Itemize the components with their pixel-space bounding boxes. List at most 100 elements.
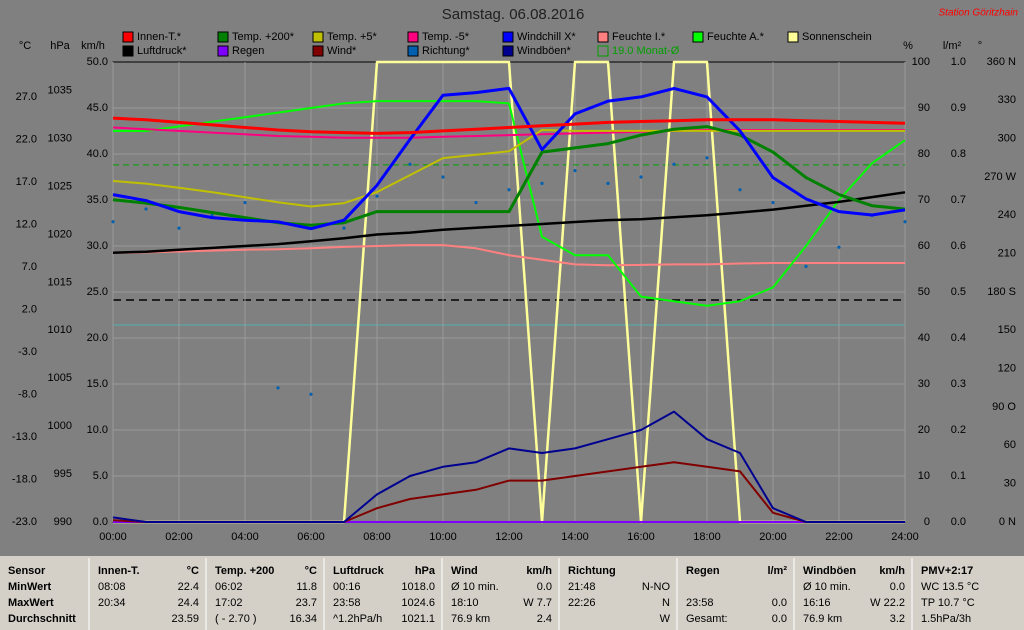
y-tick-label: 995 bbox=[54, 468, 72, 480]
legend-label: 19.0 Monat-Ø bbox=[612, 45, 680, 57]
table-header: Wind bbox=[451, 565, 478, 577]
x-tick-label: 16:00 bbox=[627, 531, 655, 543]
table-cell: Durchschnitt bbox=[8, 613, 76, 625]
y-tick-label: 0.6 bbox=[951, 240, 966, 252]
table-cell: Gesamt: bbox=[686, 613, 728, 625]
table-header: Innen-T. bbox=[98, 565, 140, 577]
series-line bbox=[112, 125, 906, 227]
table-header: Temp. +200 bbox=[215, 565, 274, 577]
data-point bbox=[540, 181, 544, 185]
legend-label: Temp. -5* bbox=[422, 31, 470, 43]
table-cell: 0.0 bbox=[772, 613, 787, 625]
x-tick-label: 08:00 bbox=[363, 531, 391, 543]
data-point bbox=[474, 200, 478, 205]
y-tick-label: 35.0 bbox=[87, 194, 108, 206]
y-tick-label: 10.0 bbox=[87, 424, 108, 436]
y-tick-label: 17.0 bbox=[16, 176, 37, 188]
y-tick-label: 50 bbox=[918, 286, 930, 298]
table-header: Windböen bbox=[803, 565, 856, 577]
y-tick-label: 1005 bbox=[48, 372, 72, 384]
y-tick-label: 60 bbox=[918, 240, 930, 252]
table-cell: 23:58 bbox=[686, 597, 714, 609]
y-tick-label: 40 bbox=[918, 332, 930, 344]
y-tick-label: 0.3 bbox=[951, 378, 966, 390]
table-cell: 22:26 bbox=[568, 597, 596, 609]
legend-swatch bbox=[502, 31, 514, 43]
y-tick-label: 270 W bbox=[984, 171, 1016, 183]
legend-swatch bbox=[692, 31, 704, 43]
table-cell: 76.9 km bbox=[451, 613, 490, 625]
table-cell: 1024.6 bbox=[401, 597, 435, 609]
data-point bbox=[177, 226, 181, 230]
table-cell: 00:16 bbox=[333, 581, 361, 593]
y-tick-label: 1025 bbox=[48, 180, 72, 192]
legend-swatch bbox=[217, 45, 229, 57]
y-tick-label: 10 bbox=[918, 470, 930, 482]
table-cell: 21:48 bbox=[568, 581, 596, 593]
legend-swatch bbox=[407, 45, 419, 57]
y-tick-label: 70 bbox=[918, 194, 930, 206]
table-header: hPa bbox=[415, 565, 436, 577]
table-cell: 0.0 bbox=[772, 597, 787, 609]
legend-swatch bbox=[122, 45, 134, 57]
y-tick-label: 0 N bbox=[999, 516, 1016, 528]
y-tick-label: 1000 bbox=[48, 420, 72, 432]
table-header: Richtung bbox=[568, 565, 616, 577]
y-tick-label: 45.0 bbox=[87, 102, 108, 114]
y-tick-label: 1030 bbox=[48, 133, 72, 145]
y-tick-label: 330 bbox=[998, 94, 1016, 106]
legend-label: Luftdruck* bbox=[137, 45, 187, 57]
y-tick-label: 20 bbox=[918, 424, 930, 436]
table-header: PMV+2:17 bbox=[921, 565, 973, 577]
table-cell: W 22.2 bbox=[870, 597, 905, 609]
data-point bbox=[804, 264, 808, 269]
table-cell: 08:08 bbox=[98, 581, 126, 593]
y-tick-label: 30 bbox=[918, 378, 930, 390]
y-tick-label: 0.4 bbox=[951, 332, 966, 344]
table-cell: W 7.7 bbox=[523, 597, 552, 609]
y-tick-label: 5.0 bbox=[93, 470, 108, 482]
table-header: °C bbox=[305, 565, 317, 577]
stats-table: Sensor MinWert MaxWert Durchschnitt Innen-T.… bbox=[8, 558, 979, 630]
series-line bbox=[113, 100, 906, 307]
legend-label: Wind* bbox=[327, 45, 357, 57]
table-cell: 16.34 bbox=[289, 613, 317, 625]
y-tick-label: 2.0 bbox=[22, 303, 37, 315]
series-line bbox=[112, 244, 905, 267]
y-tick-label: 300 bbox=[998, 133, 1016, 145]
table-cell: 24.4 bbox=[178, 597, 199, 609]
axis-unit: % bbox=[903, 40, 913, 52]
table-header: Luftdruck bbox=[333, 565, 385, 577]
y-tick-label: 0.0 bbox=[93, 516, 108, 528]
table-cell: Ø 10 min. bbox=[803, 581, 851, 593]
y-tick-label: -13.0 bbox=[12, 431, 37, 443]
table-cell: Ø 10 min. bbox=[451, 581, 499, 593]
table-cell: 16:16 bbox=[803, 597, 831, 609]
y-tick-label: 0.0 bbox=[951, 516, 966, 528]
y-tick-label: 40.0 bbox=[87, 148, 108, 160]
y-tick-label: 150 bbox=[998, 324, 1016, 336]
legend-label: Regen bbox=[232, 45, 264, 57]
x-tick-label: 12:00 bbox=[495, 531, 523, 543]
y-tick-label: 7.0 bbox=[22, 261, 37, 273]
chart-title: Samstag. 06.08.2016 bbox=[442, 6, 585, 23]
table-cell: 23.7 bbox=[296, 597, 317, 609]
legend-label: Innen-T.* bbox=[137, 31, 182, 43]
y-tick-label: 90 O bbox=[992, 401, 1016, 413]
legend-swatch bbox=[597, 45, 609, 57]
axis-unit: hPa bbox=[50, 40, 70, 52]
legend-label: Feuchte I.* bbox=[612, 31, 666, 43]
legend-label: Temp. +5* bbox=[327, 31, 378, 43]
y-tick-label: 50.0 bbox=[87, 56, 108, 68]
y-tick-label: 0 bbox=[924, 516, 930, 528]
table-cell: 23.59 bbox=[171, 613, 199, 625]
x-tick-label: 14:00 bbox=[561, 531, 589, 543]
y-tick-label: 30 bbox=[1004, 478, 1016, 490]
series-line bbox=[112, 86, 906, 231]
y-tick-label: 0.8 bbox=[951, 148, 966, 160]
x-tick-label: 20:00 bbox=[759, 531, 787, 543]
y-tick-label: 12.0 bbox=[16, 218, 37, 230]
table-cell: 17:02 bbox=[215, 597, 243, 609]
y-tick-label: 25.0 bbox=[87, 286, 108, 298]
